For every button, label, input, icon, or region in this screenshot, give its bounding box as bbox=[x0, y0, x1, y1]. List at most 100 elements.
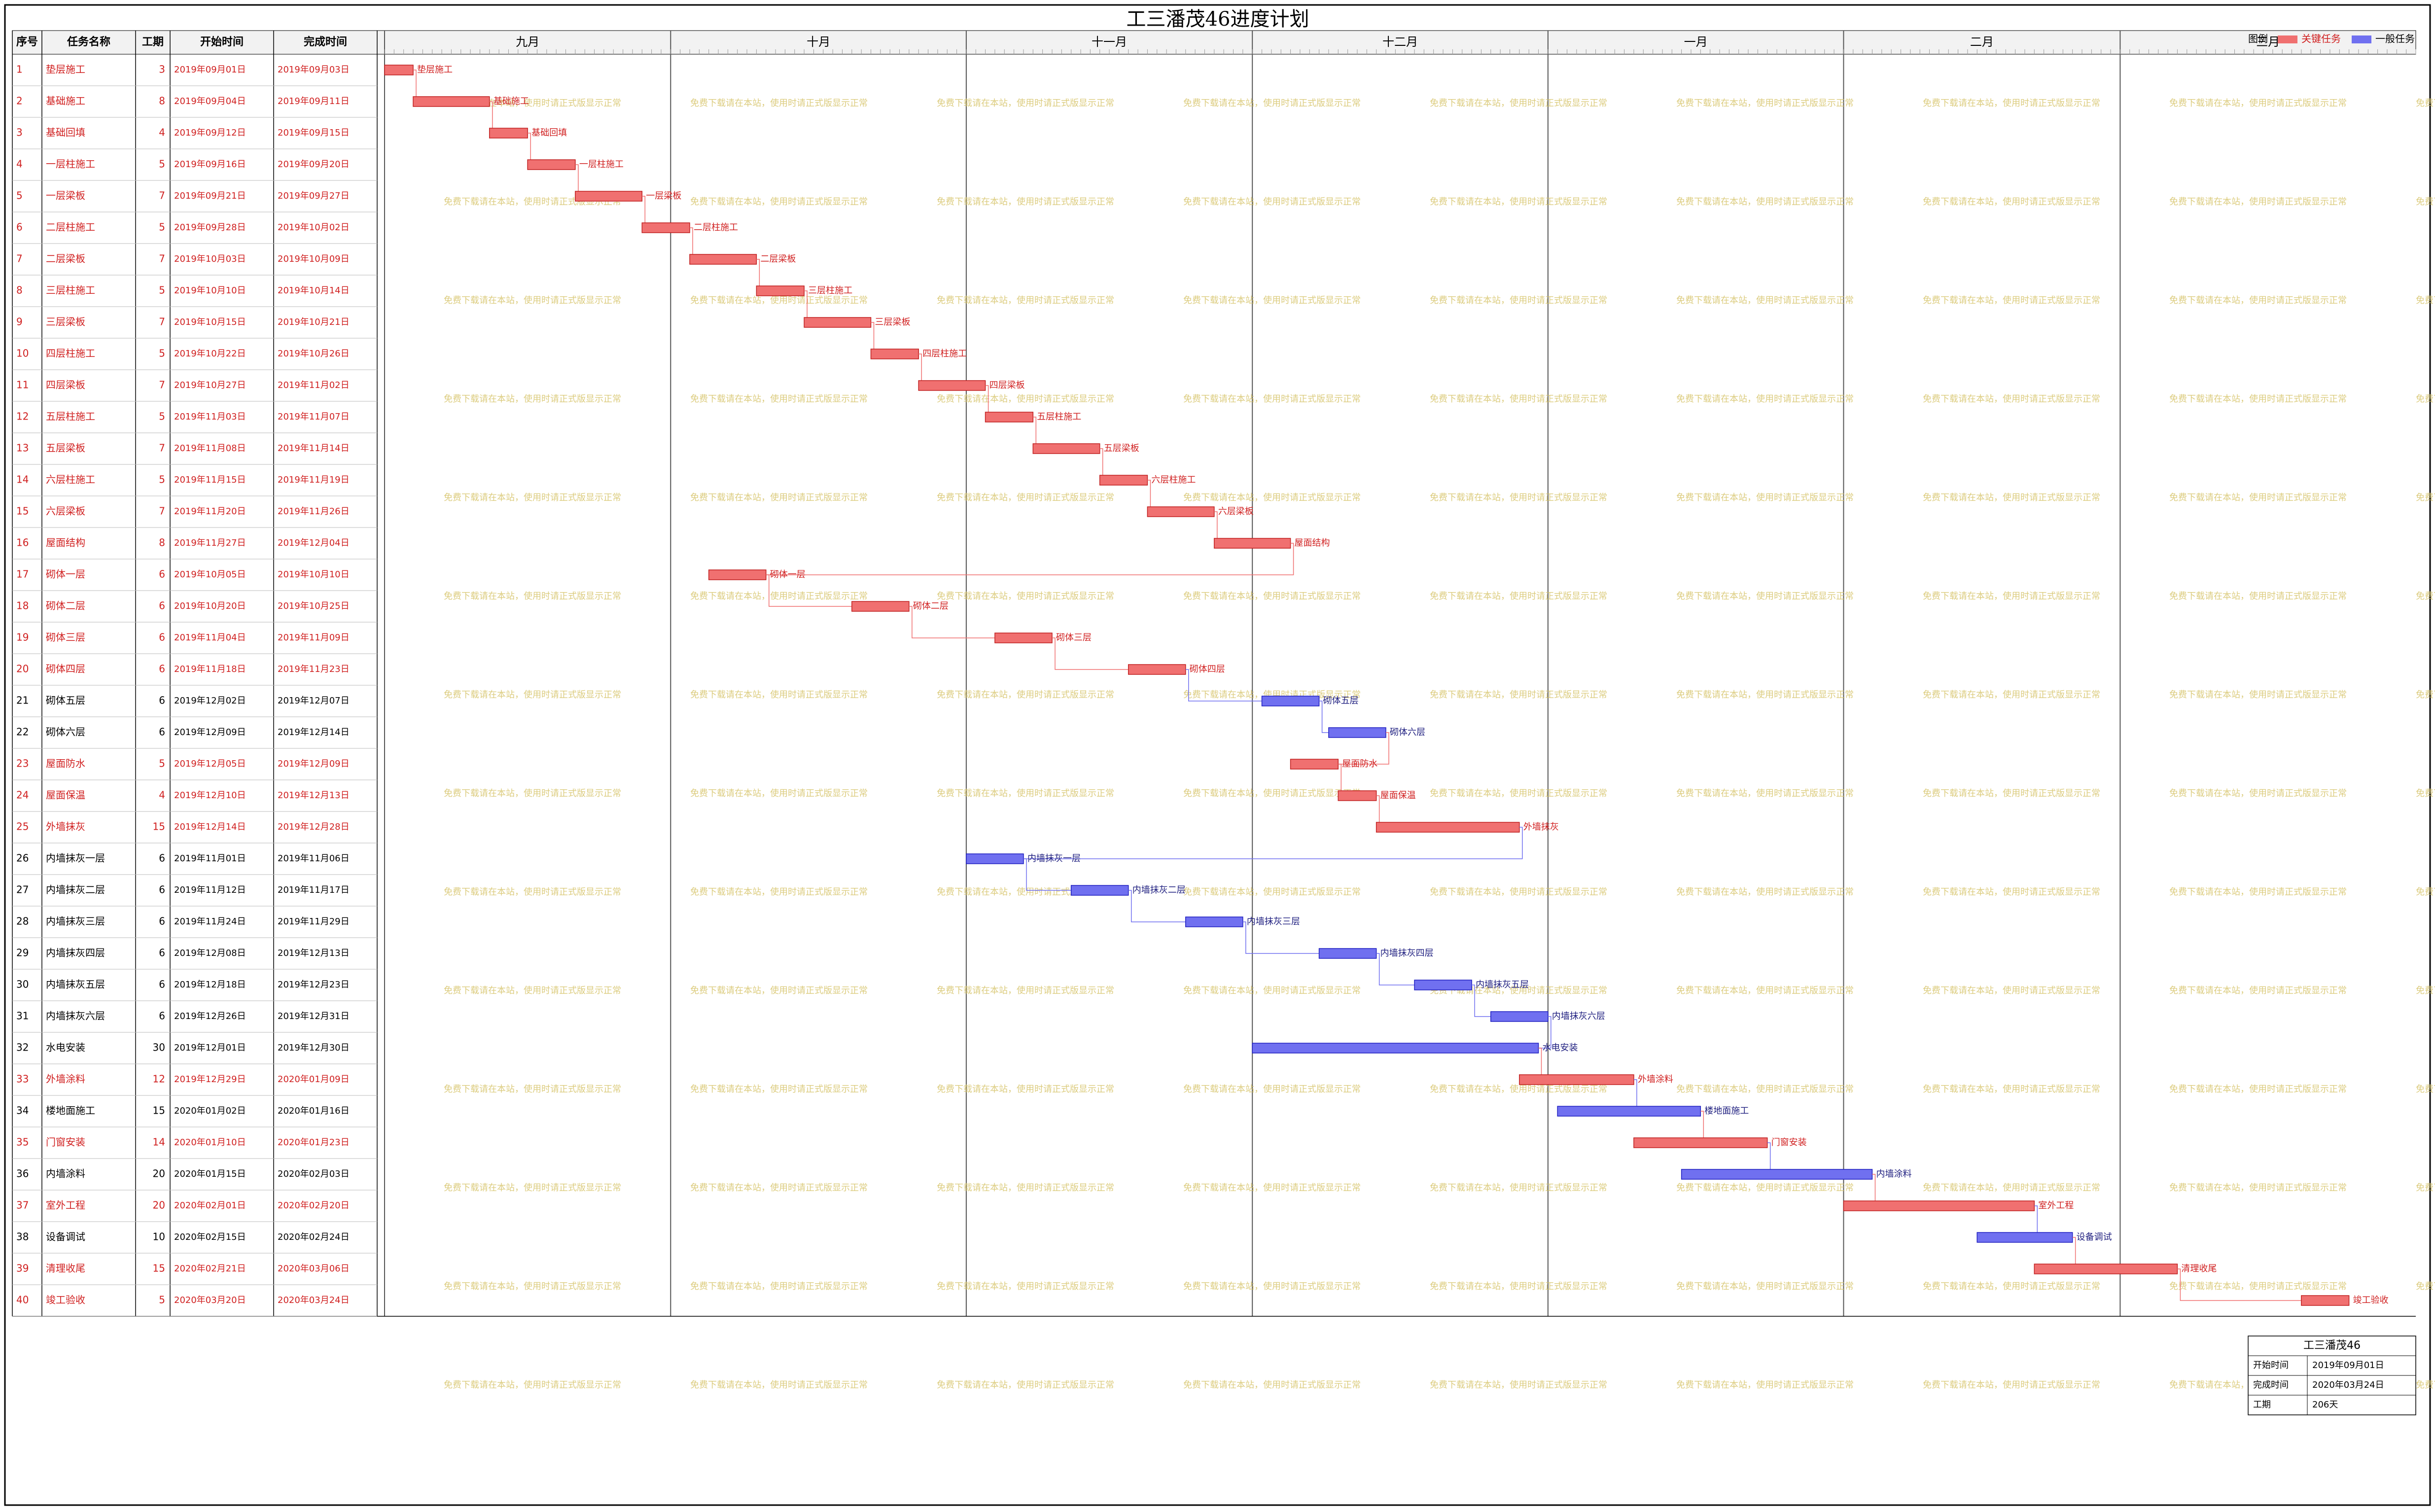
task-duration: 6 bbox=[159, 600, 165, 612]
bar-label: 五层梁板 bbox=[1104, 443, 1139, 454]
watermark: 免费下载请在本站，使用时请正式版显示正常 bbox=[1430, 690, 1607, 700]
task-duration: 20 bbox=[153, 1199, 165, 1211]
task-end: 2020年03月24日 bbox=[278, 1295, 350, 1305]
task-start: 2019年11月03日 bbox=[174, 412, 246, 422]
task-bar bbox=[1252, 1043, 1539, 1054]
task-end: 2020年02月03日 bbox=[278, 1169, 350, 1179]
bar-label: 三层柱施工 bbox=[808, 285, 852, 296]
task-name: 竣工验收 bbox=[46, 1294, 85, 1306]
task-start: 2020年02月15日 bbox=[174, 1232, 246, 1242]
bar-label: 一层梁板 bbox=[646, 191, 681, 201]
task-end: 2019年12月13日 bbox=[278, 790, 350, 801]
task-end: 2019年12月13日 bbox=[278, 948, 350, 958]
watermark: 免费下载请在本站，使用时请正式版显示正常 bbox=[2169, 985, 2347, 996]
task-end: 2019年09月03日 bbox=[278, 65, 350, 75]
bar-label: 四层梁板 bbox=[989, 380, 1025, 390]
task-start: 2020年02月21日 bbox=[174, 1264, 246, 1274]
task-bar bbox=[985, 412, 1034, 422]
watermark: 免费下载请在本站，使用时请正式版显示正常 bbox=[1923, 1084, 2100, 1094]
legend-critical-swatch bbox=[2278, 35, 2297, 43]
bar-label: 四层柱施工 bbox=[922, 349, 967, 359]
bar-label: 砌体五层 bbox=[1323, 696, 1359, 706]
watermark: 免费下载请在本站，使用时请正式版显示正常 bbox=[1923, 1281, 2100, 1292]
watermark: 免费下载请在本站，使用时请正式版显示正常 bbox=[2169, 1084, 2347, 1094]
task-id: 31 bbox=[16, 1010, 29, 1022]
task-duration: 6 bbox=[159, 663, 165, 675]
bar-label: 内墙涂料 bbox=[1876, 1169, 1911, 1179]
watermark: 免费下载请在本站，使用时请正式版显示正常 bbox=[1923, 591, 2100, 601]
bar-label: 屋面防水 bbox=[1342, 759, 1377, 769]
task-end: 2019年11月19日 bbox=[278, 475, 350, 485]
task-duration: 6 bbox=[159, 884, 165, 896]
link bbox=[766, 574, 852, 607]
watermark: 免费下载请在本站，使用时请正式版显示正常 bbox=[1183, 591, 1361, 601]
watermark: 免费下载请在本站，使用时请正式版显示正常 bbox=[937, 1084, 1114, 1094]
task-id: 37 bbox=[16, 1199, 29, 1211]
bar-label: 楼地面施工 bbox=[1704, 1106, 1749, 1116]
task-bar bbox=[1843, 1200, 2035, 1211]
watermark: 免费下载请在本站，使用时请正式版显示正常 bbox=[1183, 98, 1361, 108]
task-duration: 7 bbox=[159, 505, 165, 517]
month-label: 十月 bbox=[807, 35, 830, 49]
watermark: 免费下载请在本站，使用时请正式版显示正常 bbox=[444, 492, 621, 503]
task-duration: 12 bbox=[153, 1073, 165, 1085]
task-duration: 5 bbox=[159, 284, 165, 296]
task-id: 24 bbox=[16, 789, 29, 801]
task-duration: 6 bbox=[159, 632, 165, 643]
watermark: 免费下载请在本站，使用时请正式版显示正常 bbox=[1430, 197, 1607, 207]
task-start: 2019年11月12日 bbox=[174, 885, 246, 895]
task-id: 16 bbox=[16, 537, 29, 549]
task-name: 砌体六层 bbox=[46, 726, 85, 738]
task-end: 2019年10月14日 bbox=[278, 285, 350, 296]
watermark: 免费下载请在本站，使用时请正式版显示正常 bbox=[937, 98, 1114, 108]
legend-normal-swatch bbox=[2352, 35, 2371, 43]
month-label: 二月 bbox=[1970, 35, 1994, 49]
bar-label: 砌体二层 bbox=[913, 601, 949, 611]
task-end: 2019年11月06日 bbox=[278, 853, 350, 864]
watermark: 免费下载请在本站，使用时请正式版显示正常 bbox=[2169, 197, 2347, 207]
task-bar bbox=[489, 128, 528, 139]
task-id: 21 bbox=[16, 695, 29, 706]
task-name: 外墙抹灰 bbox=[46, 821, 85, 833]
task-duration: 6 bbox=[159, 947, 165, 959]
task-id: 39 bbox=[16, 1263, 29, 1274]
task-name: 砌体五层 bbox=[46, 695, 85, 706]
link bbox=[1185, 669, 1262, 702]
watermark: 免费下载请在本站，使用时请正式版显示正常 bbox=[1676, 98, 1854, 108]
watermark: 免费下载请在本站，使用时请正式版显示正常 bbox=[1676, 788, 1854, 799]
task-bar bbox=[994, 633, 1053, 643]
task-start: 2019年12月05日 bbox=[174, 759, 246, 769]
task-id: 3 bbox=[16, 127, 23, 139]
watermark: 免费下载请在本站，使用时请正式版显示正常 bbox=[1430, 591, 1607, 601]
task-id: 34 bbox=[16, 1105, 29, 1117]
task-bar bbox=[851, 601, 910, 612]
task-bar bbox=[1976, 1232, 2073, 1243]
bar-label: 外墙涂料 bbox=[1638, 1074, 1673, 1085]
task-id: 33 bbox=[16, 1073, 29, 1085]
column-header: 序号 bbox=[16, 35, 38, 48]
bar-label: 清理收尾 bbox=[2181, 1264, 2217, 1274]
task-name: 设备调试 bbox=[46, 1231, 85, 1243]
watermark: 免费下载请在本站，使用时请正式版显示正常 bbox=[1430, 492, 1607, 503]
task-start: 2020年03月20日 bbox=[174, 1295, 246, 1305]
task-bar bbox=[804, 317, 872, 328]
task-duration: 4 bbox=[159, 789, 165, 801]
task-start: 2019年11月27日 bbox=[174, 538, 246, 548]
task-end: 2019年12月28日 bbox=[278, 822, 350, 832]
watermark: 免费下载请在本站，使用时请正式版显示正常 bbox=[937, 295, 1114, 306]
bar-label: 内墙抹灰三层 bbox=[1247, 916, 1300, 927]
footer-project: 工三潘茂46 bbox=[2303, 1339, 2361, 1352]
watermark: 免费下载请在本站，使用时请正式版显示正常 bbox=[1923, 985, 2100, 996]
watermark: 免费下载请在本站，使用时请正式版显示正常 bbox=[690, 1281, 868, 1292]
watermark: 免费下载请在本站，使用时请正式版显示正常 bbox=[690, 788, 868, 799]
watermark: 免费下载请在本站，使用时请正式版显示正常 bbox=[1430, 295, 1607, 306]
bar-label: 基础回填 bbox=[531, 128, 567, 138]
task-duration: 8 bbox=[159, 95, 165, 107]
task-end: 2019年11月14日 bbox=[278, 443, 350, 454]
task-bar bbox=[966, 853, 1024, 864]
task-bar bbox=[918, 380, 986, 391]
task-start: 2019年11月18日 bbox=[174, 664, 246, 674]
task-duration: 7 bbox=[159, 190, 165, 202]
task-duration: 6 bbox=[159, 568, 165, 580]
bar-label: 六层梁板 bbox=[1218, 506, 1254, 517]
